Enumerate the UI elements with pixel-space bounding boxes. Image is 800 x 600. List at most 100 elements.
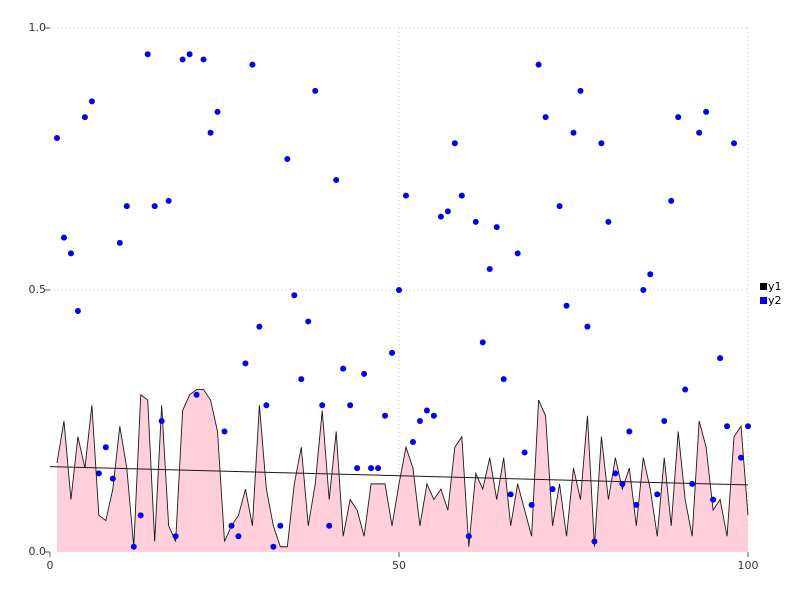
series-y2-point: [430, 412, 437, 419]
series-y2-point: [312, 87, 319, 94]
series-y2-point: [500, 376, 507, 383]
series-y2-point: [577, 87, 584, 94]
series-y2-point: [689, 480, 696, 487]
series-y2-point: [277, 522, 284, 529]
series-y2-point: [465, 533, 472, 540]
series-y2-point: [221, 428, 228, 435]
series-y2-point: [382, 412, 389, 419]
series-y2-point: [137, 512, 144, 519]
series-y2-point: [668, 197, 675, 204]
series-y2-point: [493, 224, 500, 231]
series-y2-point: [542, 114, 549, 121]
series-y2-point: [270, 543, 277, 550]
series-y2-point: [375, 465, 382, 472]
series-y2-point: [88, 98, 95, 105]
series-y2-point: [612, 470, 619, 477]
series-y2-point: [738, 454, 745, 461]
series-y2-point: [661, 418, 668, 424]
series-y2-point: [305, 318, 312, 325]
series-y2-point: [703, 108, 710, 115]
series-y2-point: [598, 140, 605, 147]
series-y2-point: [486, 266, 493, 273]
series-y2-point: [396, 287, 402, 293]
x-tick-label-50: 50: [392, 559, 406, 572]
legend-label-y2: y2: [768, 294, 782, 307]
series-y2-point: [242, 360, 249, 367]
series-y2-point: [416, 418, 423, 424]
series-y2-point: [605, 218, 612, 225]
series-y2-point: [724, 423, 731, 430]
legend-swatch-y1: [760, 283, 767, 290]
series-y2-point: [556, 203, 563, 210]
series-y2-point: [179, 56, 186, 63]
series-y2-point: [193, 391, 200, 398]
series-y2-point: [333, 176, 340, 183]
series-y2-point: [130, 543, 137, 550]
series-y2-point: [151, 203, 158, 210]
series-y2-point: [368, 465, 375, 472]
series-y2-point: [640, 287, 647, 293]
series-y2-point: [514, 250, 521, 257]
series-y2-point: [116, 239, 123, 246]
series-y2-point: [675, 114, 682, 121]
legend-item-y1: y1: [760, 280, 782, 293]
series-y2-point: [528, 501, 535, 508]
series-y2-point: [319, 402, 326, 409]
y-tick-label-0.0: 0.0: [28, 545, 47, 558]
series-y1-line: [56, 389, 749, 548]
series-y2-point: [60, 234, 67, 241]
series-y2-point: [535, 61, 542, 68]
series-y2-point: [249, 61, 256, 68]
series-y2-point: [144, 51, 151, 58]
series-y2-point: [158, 418, 165, 424]
series-y2-point: [584, 323, 591, 330]
series-y2-point: [95, 470, 102, 477]
series-y2-point: [284, 156, 291, 162]
series-y2-point: [389, 349, 396, 356]
series-y2-point: [745, 423, 751, 430]
series-y2-point: [102, 444, 109, 451]
series-y2-point: [682, 386, 689, 393]
series-y2-point: [165, 197, 172, 204]
series-y2-point: [109, 475, 116, 482]
series-y2-point: [507, 491, 514, 498]
trend-line: [49, 466, 749, 486]
legend: y1 y2: [760, 280, 782, 307]
series-y2-point: [74, 307, 81, 314]
series-y2-point: [172, 533, 179, 540]
series-y2-point: [710, 496, 717, 503]
series-y1-area: [56, 389, 749, 552]
series-y2-point: [444, 208, 451, 215]
series-y2-point: [731, 140, 738, 147]
series-y2-point: [263, 402, 270, 409]
series-y2-point: [717, 355, 724, 362]
series-y2-point: [340, 365, 347, 372]
series-y2-point: [458, 192, 465, 199]
legend-label-y1: y1: [768, 280, 782, 293]
series-y2-point: [626, 428, 633, 435]
series-y2-point: [326, 522, 333, 529]
series-y2-point: [563, 302, 570, 309]
series-y2-point: [235, 533, 242, 540]
series-y2-point: [200, 56, 207, 63]
series-y2-point: [402, 192, 409, 199]
series-y2-point: [437, 213, 444, 220]
legend-item-y2: y2: [760, 294, 782, 307]
series-y2-point: [647, 271, 654, 278]
series-y2-point: [291, 292, 298, 299]
series-y2-point: [479, 339, 486, 346]
series-y2-point: [619, 480, 626, 487]
series-y2-point: [256, 323, 263, 330]
series-y2-point: [361, 370, 368, 377]
y-tick-label-0.5: 0.5: [28, 283, 47, 296]
series-y2-point: [696, 129, 703, 136]
series-y2-point: [207, 129, 214, 136]
series-y2-point: [186, 51, 193, 58]
series-y2-point: [81, 114, 88, 121]
series-y2-point: [347, 402, 354, 409]
x-tick-label-100: 100: [737, 559, 759, 572]
series-y2-point: [570, 129, 577, 136]
series-y2-point: [451, 140, 458, 147]
